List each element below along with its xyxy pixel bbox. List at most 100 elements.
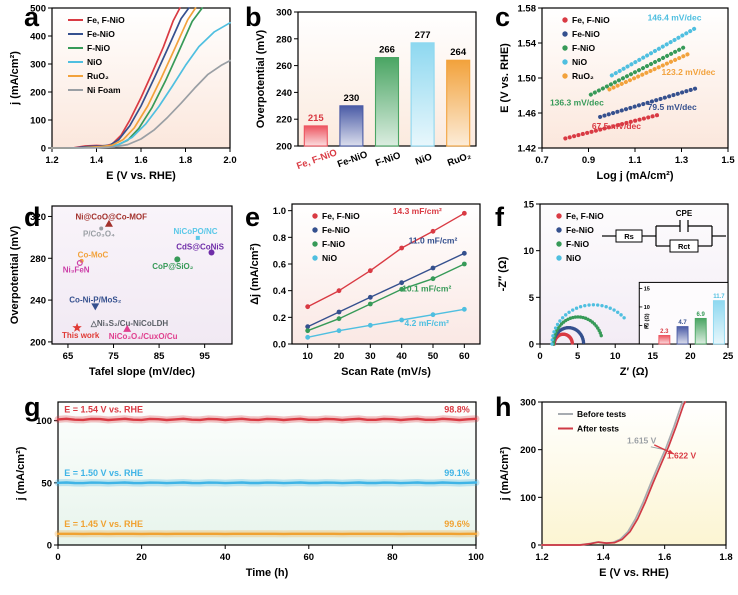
svg-text:1.1: 1.1 xyxy=(628,155,642,166)
panel-c: c 0.7 0.9 1.1 1.3 1.5 1.42 1.46 1.50 1.54 1.58 Log… xyxy=(490,0,738,196)
panel-h: h 1.2 1.4 1.6 1.8 0 100 200 300 E (V vs. RHE) j (… xyxy=(490,392,738,595)
svg-text:60: 60 xyxy=(304,552,315,563)
svg-text:30: 30 xyxy=(365,351,376,362)
svg-text:215: 215 xyxy=(308,113,325,124)
panel-h-letter: h xyxy=(495,392,512,422)
svg-text:15: 15 xyxy=(648,351,659,362)
svg-text:14.3 mF/cm²: 14.3 mF/cm² xyxy=(393,206,442,216)
svg-text:260: 260 xyxy=(276,61,292,72)
svg-text:-Z″ (Ω): -Z″ (Ω) xyxy=(497,256,509,291)
panel-e-chart: 10 20 30 40 50 60 0.0 0.2 0.4 0.6 0.8 1.0 Scan Rate … xyxy=(249,203,481,378)
svg-text:277: 277 xyxy=(415,30,431,41)
svg-text:Ni@CoO@Co-MOF: Ni@CoO@Co-MOF xyxy=(75,212,147,221)
svg-text:320: 320 xyxy=(30,212,46,223)
svg-text:0.2: 0.2 xyxy=(273,313,286,324)
svg-text:E = 1.45 V vs. RHE: E = 1.45 V vs. RHE xyxy=(64,519,143,529)
svg-text:75: 75 xyxy=(108,351,119,362)
svg-text:Ni Foam: Ni Foam xyxy=(87,85,121,95)
svg-text:136.3 mV/dec: 136.3 mV/dec xyxy=(550,98,604,108)
svg-text:Fe, F-NiO: Fe, F-NiO xyxy=(87,15,125,25)
svg-text:0: 0 xyxy=(47,541,52,552)
svg-text:99.1%: 99.1% xyxy=(444,468,470,478)
svg-text:264: 264 xyxy=(450,47,467,58)
svg-text:40: 40 xyxy=(396,351,407,362)
svg-text:RuO₂: RuO₂ xyxy=(446,150,473,169)
svg-text:1.4: 1.4 xyxy=(90,155,104,166)
panel-d-letter: d xyxy=(24,202,41,232)
svg-text:Rₑ (Ω): Rₑ (Ω) xyxy=(644,313,650,329)
svg-text:1.58: 1.58 xyxy=(518,4,537,15)
panel-h-chart: 1.2 1.4 1.6 1.8 0 100 200 300 E (V vs. RHE) j (mA… xyxy=(499,398,733,580)
panel-e-letter: e xyxy=(245,202,261,232)
panel-a: a 1.2 1.4 1.6 1.8 2.0 0 100 200 300 400 500 E (V vs… xyxy=(0,0,240,196)
svg-text:0.4: 0.4 xyxy=(273,286,287,297)
svg-text:65: 65 xyxy=(63,351,74,362)
svg-text:1.54: 1.54 xyxy=(518,39,537,50)
svg-text:j (mA/cm²): j (mA/cm²) xyxy=(499,446,511,501)
panel-g-chart: 0 20 40 60 80 100 0 50 100 Time (h) j (mA/cm²) E = … xyxy=(15,401,484,579)
svg-text:1.615 V: 1.615 V xyxy=(627,435,657,445)
svg-text:1.2: 1.2 xyxy=(45,155,58,166)
svg-text:F-NiO: F-NiO xyxy=(572,43,596,53)
svg-text:220: 220 xyxy=(276,115,292,126)
panel-d: d 65 75 85 95 200 240 280 320 Tafel slope (mV/de… xyxy=(0,196,240,392)
svg-text:CdS@CoNiS: CdS@CoNiS xyxy=(176,242,224,251)
svg-text:1.42: 1.42 xyxy=(518,144,537,155)
svg-text:300: 300 xyxy=(520,398,536,409)
svg-text:11.7: 11.7 xyxy=(713,294,725,300)
panel-f: f 0 5 10 15 20 25 0 5 10 15 Z′ (Ω) -Z″ (Ω) Fe, F-NiO… xyxy=(490,196,738,392)
svg-text:Fe-NiO: Fe-NiO xyxy=(566,225,594,235)
svg-text:j (mA/cm²): j (mA/cm²) xyxy=(15,446,27,501)
svg-text:10: 10 xyxy=(523,246,534,257)
svg-text:100: 100 xyxy=(468,552,484,563)
svg-text:0: 0 xyxy=(529,340,534,351)
svg-text:85: 85 xyxy=(154,351,165,362)
panel-b-chart: 200 220 240 260 280 300 Overpotential (mV) 215 F… xyxy=(255,8,477,172)
svg-text:Before tests: Before tests xyxy=(577,409,626,419)
svg-text:10.1 mF/cm²: 10.1 mF/cm² xyxy=(402,283,451,293)
svg-text:Fe-NiO: Fe-NiO xyxy=(87,29,115,39)
svg-text:j (mA/cm²): j (mA/cm²) xyxy=(9,51,21,106)
svg-text:5: 5 xyxy=(575,351,581,362)
svg-text:6.9: 6.9 xyxy=(697,312,706,318)
svg-text:266: 266 xyxy=(379,45,395,56)
svg-text:Rct: Rct xyxy=(678,242,691,251)
svg-text:This work: This work xyxy=(62,331,100,340)
svg-text:CoP@SiO₂: CoP@SiO₂ xyxy=(152,262,194,271)
svg-text:40: 40 xyxy=(220,552,231,563)
svg-text:1.3: 1.3 xyxy=(675,155,688,166)
svg-text:1.6: 1.6 xyxy=(134,155,147,166)
svg-text:5: 5 xyxy=(644,323,647,329)
panel-c-chart: 0.7 0.9 1.1 1.3 1.5 1.42 1.46 1.50 1.54 1.58 Log j… xyxy=(499,4,735,183)
panel-b: b 200 220 240 260 280 300 Overpotential (mV) 21… xyxy=(240,0,490,196)
panel-a-letter: a xyxy=(24,2,40,32)
svg-text:0.7: 0.7 xyxy=(535,155,548,166)
svg-text:98.8%: 98.8% xyxy=(444,404,470,414)
svg-text:123.2 mV/dec: 123.2 mV/dec xyxy=(662,67,716,77)
panel-g-letter: g xyxy=(24,392,41,422)
svg-text:Fe, F-NiO: Fe, F-NiO xyxy=(572,15,610,25)
svg-text:E (V vs. RHE): E (V vs. RHE) xyxy=(499,43,511,113)
svg-text:NiO: NiO xyxy=(572,57,588,67)
svg-text:E = 1.50 V vs. RHE: E = 1.50 V vs. RHE xyxy=(64,468,143,478)
svg-text:280: 280 xyxy=(30,254,46,265)
svg-text:0: 0 xyxy=(55,552,60,563)
svg-text:0: 0 xyxy=(531,541,536,552)
svg-text:0: 0 xyxy=(537,351,542,362)
svg-text:Δj (mA/cm²): Δj (mA/cm²) xyxy=(249,243,261,305)
svg-text:After tests: After tests xyxy=(577,424,619,434)
svg-text:20: 20 xyxy=(334,351,345,362)
svg-text:0.9: 0.9 xyxy=(582,155,595,166)
svg-text:1.8: 1.8 xyxy=(179,155,192,166)
svg-text:E (V vs. RHE): E (V vs. RHE) xyxy=(106,170,176,182)
svg-text:1.4: 1.4 xyxy=(597,552,611,563)
svg-text:1.6: 1.6 xyxy=(658,552,671,563)
svg-text:Fe, F-NiO: Fe, F-NiO xyxy=(295,147,338,172)
svg-text:Scan Rate (mV/s): Scan Rate (mV/s) xyxy=(341,366,431,378)
svg-text:Co-MoC: Co-MoC xyxy=(78,251,109,260)
svg-text:1.8: 1.8 xyxy=(719,552,732,563)
svg-text:NiO: NiO xyxy=(414,152,434,168)
panel-f-letter: f xyxy=(495,202,504,232)
panel-e: e 10 20 30 40 50 60 0.0 0.2 0.4 0.6 0.8 1.0 Scan Rat… xyxy=(240,196,490,392)
